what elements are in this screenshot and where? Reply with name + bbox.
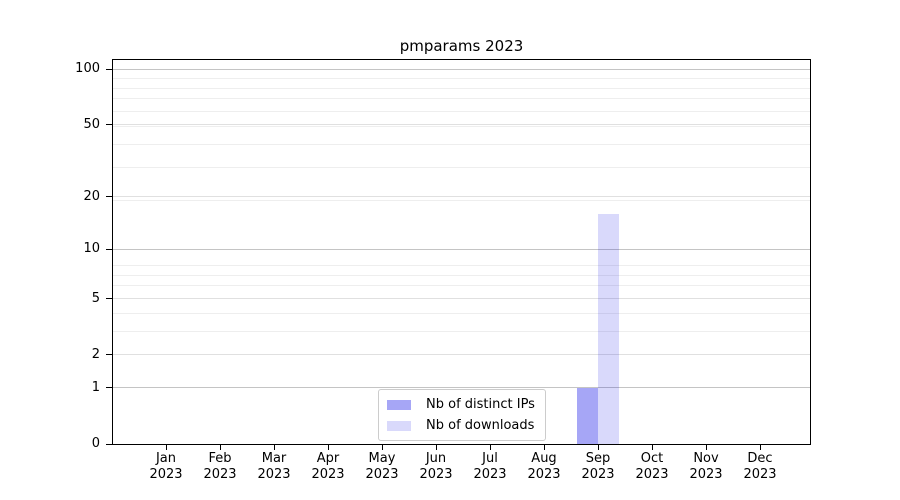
gridline-minor: [113, 285, 810, 287]
gridline-major: [113, 354, 810, 356]
legend-swatch-downloads: [387, 420, 411, 431]
x-tick-label: Apr 2023: [311, 451, 345, 482]
gridline-minor: [113, 110, 810, 112]
chart-title: pmparams 2023: [399, 37, 524, 55]
bar-nb-of-distinct-ips: [577, 387, 598, 444]
x-tick: [435, 444, 437, 450]
x-tick: [705, 444, 707, 450]
gridline-minor: [113, 87, 810, 89]
y-tick: [106, 298, 112, 299]
gridline-minor: [113, 78, 810, 79]
x-tick-label: Jan 2023: [149, 451, 183, 482]
legend-item-distinct-ips: Nb of distinct IPs: [387, 395, 535, 414]
y-tick: [106, 124, 112, 126]
x-tick-label: Jul 2023: [473, 451, 507, 482]
y-tick-label: 100: [75, 61, 100, 77]
gridline-minor: [113, 330, 810, 332]
legend-label-distinct-ips: Nb of distinct IPs: [426, 397, 535, 412]
x-tick-label: Aug 2023: [527, 451, 561, 482]
y-tick: [106, 387, 112, 389]
y-tick-label: 50: [83, 116, 100, 132]
y-tick: [106, 248, 112, 250]
gridline-minor: [113, 98, 810, 100]
legend: Nb of distinct IPs Nb of downloads: [378, 389, 546, 441]
gridline-major: [113, 298, 810, 299]
legend-swatch-distinct-ips: [387, 399, 411, 410]
x-tick: [219, 444, 221, 450]
x-tick: [651, 444, 653, 450]
bar-nb-of-downloads: [598, 213, 619, 444]
legend-label-downloads: Nb of downloads: [426, 418, 535, 433]
x-tick-label: Oct 2023: [635, 451, 669, 482]
gridline-minor: [113, 265, 810, 266]
y-tick-label: 0: [91, 436, 100, 451]
gridline-major: [113, 248, 810, 250]
gridline-minor: [113, 167, 810, 169]
gridline-major: [113, 68, 810, 70]
legend-item-downloads: Nb of downloads: [387, 416, 535, 435]
y-tick-label: 5: [91, 290, 100, 306]
x-tick-label: Feb 2023: [203, 451, 237, 482]
y-tick: [106, 443, 112, 445]
gridline-major: [113, 196, 810, 198]
y-tick-label: 20: [83, 188, 100, 204]
x-tick-label: Sep 2023: [581, 451, 615, 482]
y-tick-label: 1: [91, 379, 100, 395]
y-tick: [106, 68, 112, 70]
gridline-minor: [113, 274, 810, 276]
x-tick-label: Nov 2023: [689, 451, 723, 482]
y-tick: [106, 354, 112, 356]
gridline-major: [113, 124, 810, 126]
gridline-minor: [113, 143, 810, 145]
x-tick: [759, 444, 761, 450]
x-tick: [543, 444, 545, 450]
x-tick: [489, 444, 491, 450]
x-tick-label: Jun 2023: [419, 451, 453, 482]
gridline-major: [113, 387, 810, 389]
y-tick-label: 10: [83, 241, 100, 257]
y-tick: [106, 196, 112, 198]
gridline-minor: [113, 312, 810, 314]
plot-area: [112, 59, 811, 445]
x-tick: [273, 444, 275, 450]
gridline-minor: [113, 125, 810, 127]
x-tick-label: May 2023: [365, 451, 399, 482]
y-tick-label: 2: [91, 346, 100, 362]
x-tick: [165, 444, 167, 450]
x-tick: [597, 444, 599, 450]
x-tick-label: Mar 2023: [257, 451, 291, 482]
x-tick: [327, 444, 329, 450]
gridline-minor: [113, 200, 810, 202]
x-tick: [381, 444, 383, 450]
x-tick-label: Dec 2023: [743, 451, 777, 482]
